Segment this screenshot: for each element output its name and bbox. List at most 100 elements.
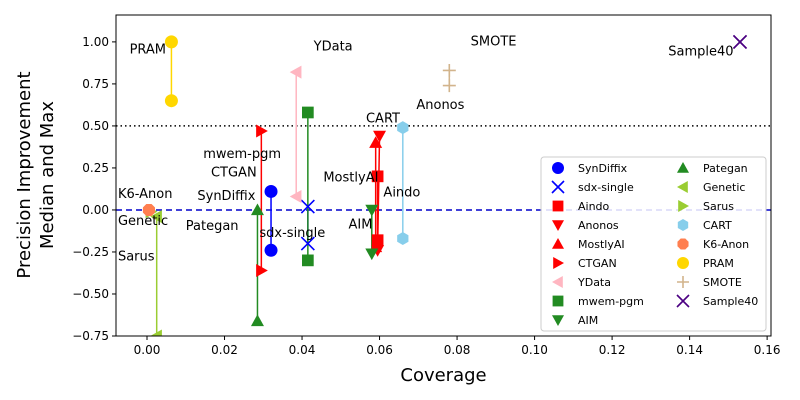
y-tick-label: 0.00 <box>82 203 109 217</box>
legend-marker-anonos <box>552 220 564 231</box>
point-genetic-max <box>150 210 162 224</box>
legend-label-ydata: YData <box>577 276 611 289</box>
legend-marker-ydata <box>552 276 563 288</box>
x-tick-label: 0.00 <box>134 343 161 357</box>
legend-marker-mwem-pgm <box>552 295 564 307</box>
x-tick-label: 0.10 <box>521 343 548 357</box>
annotation-sarus: Sarus <box>118 249 155 264</box>
annotation-genetic: Genetic <box>118 214 168 229</box>
annotation-pategan: Pategan <box>186 219 239 234</box>
point-sample40-median <box>732 34 748 49</box>
point-mwem-pgm-max <box>301 106 314 119</box>
legend-marker-pram <box>677 257 689 269</box>
x-axis-title: Coverage <box>400 365 486 386</box>
plot-layer: PRAM YData SMOTE Sample40 mwem-pgm Anonos CART… <box>116 34 771 336</box>
legend-marker-k6-anon <box>677 238 689 250</box>
legend-marker-mostlyai <box>552 238 564 249</box>
point-pategan-median <box>250 314 264 327</box>
point-pram-median <box>164 94 178 108</box>
point-mostlyai-max <box>369 136 383 148</box>
annotation-aim: AIM <box>349 217 373 232</box>
annotation-anonos: Anonos <box>416 98 464 113</box>
point-aim-median <box>365 248 379 261</box>
point-mwem-pgm-median <box>301 254 314 267</box>
point-genetic-median <box>150 329 162 336</box>
x-tick-label: 0.08 <box>444 343 471 357</box>
legend-marker-cart <box>677 219 689 231</box>
annotation-mwem-pgm: mwem-pgm <box>203 147 281 162</box>
legend-label-mwem-pgm: mwem-pgm <box>578 295 644 308</box>
annotation-pram: PRAM <box>130 43 166 58</box>
point-ydata-max <box>289 65 302 79</box>
legend-marker-sarus <box>678 200 689 212</box>
legend-label-aindo: Aindo <box>578 200 610 213</box>
legend-marker-smote <box>677 276 689 288</box>
y-tick-label: −0.25 <box>72 245 109 259</box>
legend-label-cart: CART <box>703 219 732 232</box>
legend-label-sarus: Sarus <box>703 200 734 213</box>
point-aindo-median <box>371 234 384 247</box>
legend-label-pram: PRAM <box>703 257 734 270</box>
legend-marker-aindo <box>552 200 564 212</box>
x-tick-label: 0.14 <box>676 343 703 357</box>
y-axis-title-line-2: Median and Max <box>37 101 58 249</box>
legend-marker-ctgan <box>553 257 564 269</box>
legend-label-smote: SMOTE <box>703 276 742 289</box>
tick-layer: 0.00 0.02 0.04 0.06 0.08 0.10 0.12 0.14 0.16 −0.7… <box>72 35 780 357</box>
legend-label-k6-anon: K6-Anon <box>703 238 749 251</box>
point-sdx-single-max <box>300 199 315 214</box>
legend-label-ctgan: CTGAN <box>578 257 617 270</box>
legend-marker-syndiffix <box>552 162 564 174</box>
annotation-smote: SMOTE <box>471 34 517 49</box>
point-cart-max <box>397 121 409 135</box>
point-ydata-median <box>289 190 302 204</box>
point-pram-max <box>164 35 178 49</box>
legend-label-pategan: Pategan <box>703 162 748 175</box>
point-syndiffix-median <box>264 243 278 257</box>
y-tick-label: 1.00 <box>82 35 109 49</box>
y-tick-label: −0.50 <box>72 287 109 301</box>
point-smote-max <box>442 63 456 77</box>
x-tick-label: 0.12 <box>599 343 626 357</box>
x-tick-label: 0.06 <box>366 343 393 357</box>
annotation-ydata: YData <box>313 39 353 54</box>
x-tick-label: 0.16 <box>754 343 781 357</box>
point-cart-median <box>397 232 409 246</box>
y-tick-label: −0.75 <box>72 329 109 343</box>
legend-marker-aim <box>552 315 564 326</box>
legend: SynDiffix sdx-single Aindo Anonos MostlyAI CT… <box>540 156 767 332</box>
legend-box <box>540 156 767 332</box>
point-anonos-max <box>373 130 387 143</box>
legend-label-sample40: Sample40 <box>703 295 758 308</box>
annotation-sample40: Sample40 <box>668 44 733 59</box>
y-tick-label: 0.50 <box>82 119 109 133</box>
point-ctgan-median <box>256 263 268 277</box>
point-aim-max <box>365 204 379 217</box>
legend-label-anonos: Anonos <box>578 219 619 232</box>
annotation-sdx-single: sdx-single <box>259 226 325 241</box>
point-sdx-single-median <box>300 236 315 251</box>
point-ctgan-max <box>256 124 268 138</box>
range-line-anonos <box>376 135 381 251</box>
point-smote-median <box>442 79 456 93</box>
legend-label-mostlyai: MostlyAI <box>578 238 625 251</box>
x-tick-label: 0.04 <box>289 343 316 357</box>
annotation-ctgan: CTGAN <box>211 165 257 180</box>
legend-label-sdx-single: sdx-single <box>578 181 634 194</box>
x-tick-label: 0.02 <box>211 343 238 357</box>
y-axis-title-line-1: Precision Improvement <box>14 71 35 278</box>
y-tick-label: 0.25 <box>82 161 109 175</box>
legend-label-aim: AIM <box>578 314 598 327</box>
point-k6-anon-median <box>142 203 155 216</box>
annotation-mostlyai: MostlyAI <box>323 170 378 185</box>
legend-label-genetic: Genetic <box>703 181 745 194</box>
legend-label-syndiffix: SynDiffix <box>578 162 628 175</box>
legend-marker-sample40 <box>676 294 690 308</box>
point-pategan-max <box>250 203 264 216</box>
plot-frame <box>115 14 772 337</box>
y-tick-label: 0.75 <box>82 77 109 91</box>
legend-marker-genetic <box>677 181 688 193</box>
annotation-aindo: Aindo <box>383 186 420 201</box>
annotation-syndiffix: SynDiffix <box>197 189 255 204</box>
